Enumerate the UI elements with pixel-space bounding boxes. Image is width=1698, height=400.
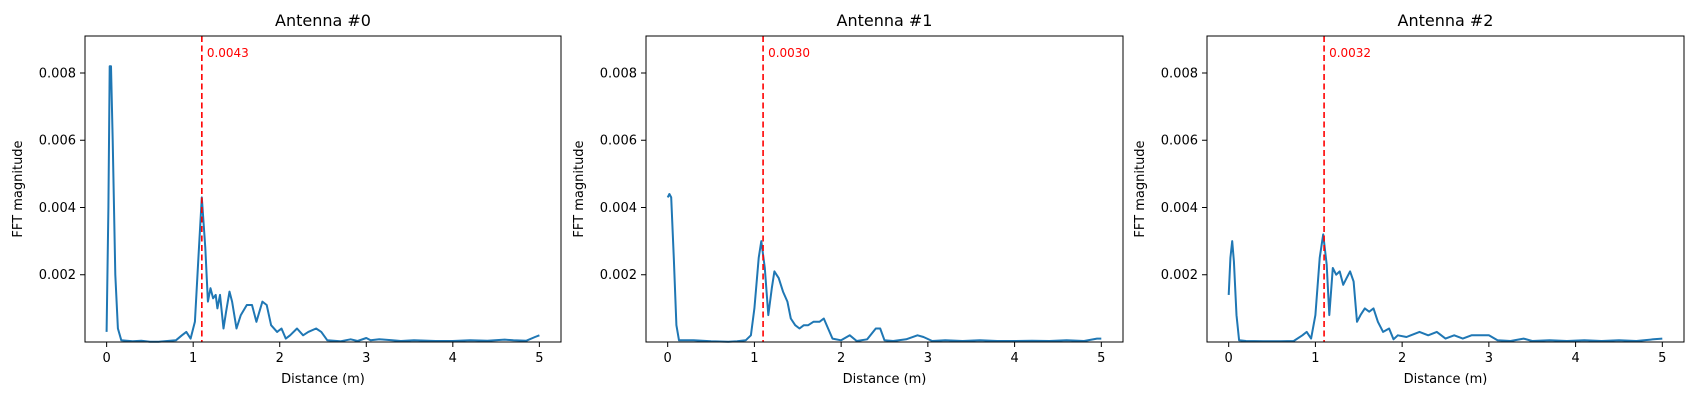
x-tick-label: 2 bbox=[276, 351, 284, 366]
peak-marker-label: 0.0032 bbox=[1329, 46, 1371, 60]
y-tick-label: 0.004 bbox=[600, 201, 637, 216]
x-tick-label: 4 bbox=[449, 351, 457, 366]
series-line bbox=[666, 193, 1102, 343]
series-line bbox=[105, 65, 540, 343]
y-tick-label: 0.006 bbox=[600, 134, 637, 149]
y-tick-label: 0.008 bbox=[1161, 66, 1198, 81]
x-axis-label: Distance (m) bbox=[281, 372, 365, 387]
plot-frame bbox=[84, 35, 562, 343]
x-tick-label: 2 bbox=[1398, 351, 1406, 366]
x-tick-label: 0 bbox=[1225, 351, 1233, 366]
x-tick-label: 4 bbox=[1010, 351, 1018, 366]
chart-panel-2: 0.0032 0 1 2 3 4 5 0.002 0.004 0.006 0.008 Antenna … bbox=[1133, 11, 1685, 387]
y-tick-label: 0.006 bbox=[1161, 134, 1198, 149]
x-axis-label: Distance (m) bbox=[1404, 372, 1488, 387]
chart-panel-1: 0.0030 0 1 2 3 4 5 0.002 0.004 0.006 0.008 Antenna … bbox=[572, 11, 1124, 387]
x-tick-label: 1 bbox=[189, 351, 197, 366]
x-tick-label: 5 bbox=[1097, 351, 1105, 366]
plot-frame bbox=[1206, 35, 1685, 343]
y-axis-label: FFT magnitude bbox=[11, 140, 26, 237]
y-tick-label: 0.006 bbox=[39, 134, 76, 149]
x-tick-label: 0 bbox=[102, 351, 110, 366]
peak-marker-label: 0.0030 bbox=[768, 46, 810, 60]
chart-title: Antenna #0 bbox=[275, 11, 371, 30]
y-axis-label: FFT magnitude bbox=[1133, 140, 1148, 237]
chart-title: Antenna #2 bbox=[1398, 11, 1494, 30]
x-tick-label: 3 bbox=[1485, 351, 1493, 366]
series-line bbox=[1227, 233, 1663, 343]
y-tick-label: 0.002 bbox=[600, 268, 637, 283]
x-tick-label: 5 bbox=[535, 351, 543, 366]
y-tick-label: 0.002 bbox=[39, 268, 76, 283]
y-axis-label: FFT magnitude bbox=[572, 140, 587, 237]
x-tick-label: 3 bbox=[362, 351, 370, 366]
x-tick-label: 4 bbox=[1571, 351, 1579, 366]
chart-panel-0: 0.0043 0 1 2 3 4 5 0.002 0.004 0.006 0.008 Antenna … bbox=[11, 11, 562, 387]
x-tick-label: 2 bbox=[837, 351, 845, 366]
y-tick-label: 0.002 bbox=[1161, 268, 1198, 283]
peak-marker-label: 0.0043 bbox=[207, 46, 249, 60]
y-tick-label: 0.004 bbox=[1161, 201, 1198, 216]
x-tick-label: 1 bbox=[750, 351, 758, 366]
y-tick-label: 0.004 bbox=[39, 201, 76, 216]
x-tick-label: 3 bbox=[924, 351, 932, 366]
chart-title: Antenna #1 bbox=[837, 11, 933, 30]
x-tick-label: 5 bbox=[1658, 351, 1666, 366]
x-tick-label: 0 bbox=[664, 351, 672, 366]
y-tick-label: 0.008 bbox=[600, 66, 637, 81]
plot-frame bbox=[645, 35, 1124, 343]
x-axis-label: Distance (m) bbox=[843, 372, 927, 387]
x-tick-label: 1 bbox=[1311, 351, 1319, 366]
y-tick-label: 0.008 bbox=[39, 66, 76, 81]
